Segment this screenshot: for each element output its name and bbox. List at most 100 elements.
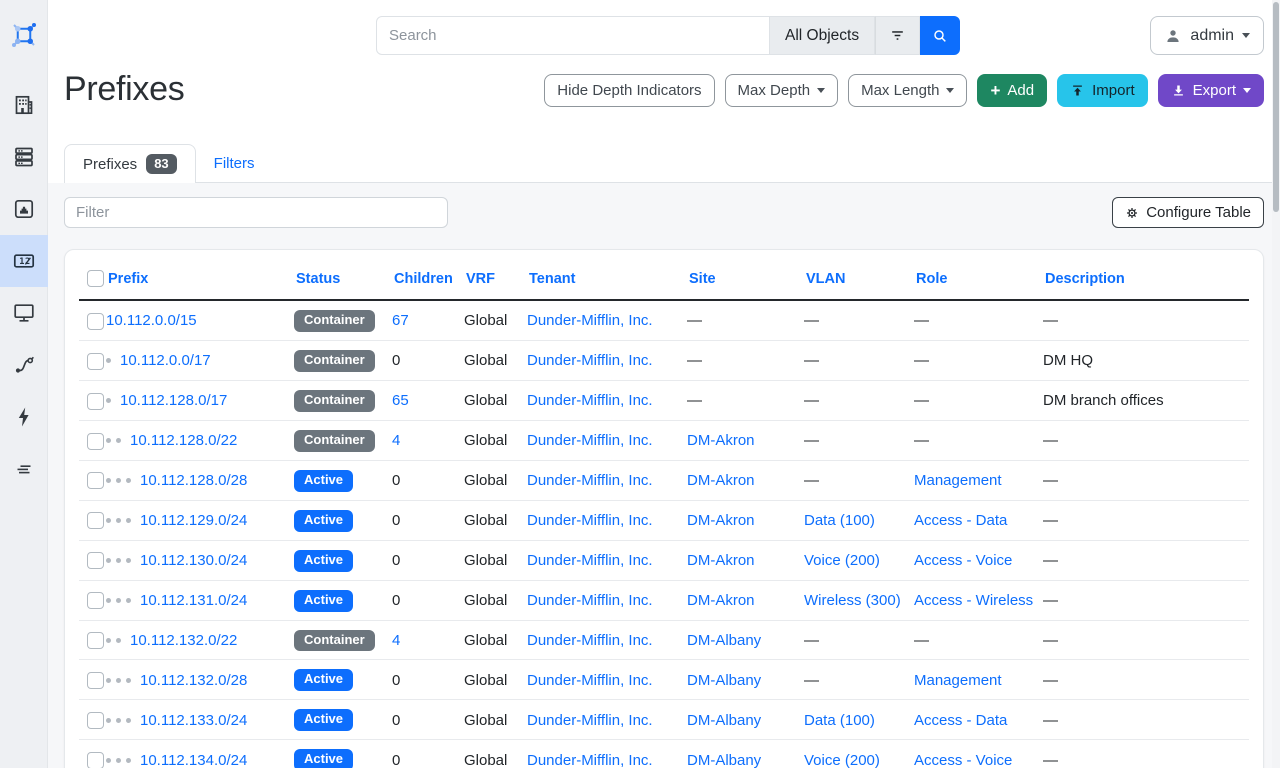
role-link[interactable]: Access - Voice xyxy=(914,751,1013,768)
hide-depth-indicators-button[interactable]: Hide Depth Indicators xyxy=(544,74,715,107)
role-link[interactable]: Management xyxy=(914,472,1002,490)
children-link[interactable]: 67 xyxy=(392,312,409,330)
scrollbar-thumb[interactable] xyxy=(1273,2,1279,212)
row-checkbox[interactable] xyxy=(87,712,104,730)
children-link[interactable]: 4 xyxy=(392,432,401,450)
prefix-link[interactable]: 10.112.128.0/22 xyxy=(130,432,238,450)
prefix-link[interactable]: 10.112.0.0/15 xyxy=(106,312,197,330)
max-length-dropdown[interactable]: Max Length xyxy=(848,74,968,107)
column-header-tenant-link[interactable]: Tenant xyxy=(529,270,576,287)
column-header-prefix[interactable]: Prefix xyxy=(106,258,294,301)
column-header-vrf-link[interactable]: VRF xyxy=(466,270,495,287)
tab-filters[interactable]: Filters xyxy=(196,144,273,183)
search-input[interactable] xyxy=(376,16,770,55)
prefix-link[interactable]: 10.112.133.0/24 xyxy=(140,711,248,729)
site-link[interactable]: DM-Akron xyxy=(687,472,755,490)
row-checkbox[interactable] xyxy=(87,512,104,530)
site-link[interactable]: DM-Albany xyxy=(687,631,762,649)
row-checkbox[interactable] xyxy=(87,392,104,410)
row-checkbox[interactable] xyxy=(87,552,104,570)
tenant-link[interactable]: Dunder-Mifflin, Inc. xyxy=(527,671,653,689)
column-header-status[interactable]: Status xyxy=(294,258,392,301)
vlan-link[interactable]: Voice (200) xyxy=(804,751,880,768)
children-link[interactable]: 65 xyxy=(392,392,409,410)
prefix-link[interactable]: 10.112.132.0/22 xyxy=(130,631,238,649)
site-link[interactable]: DM-Albany xyxy=(687,711,762,729)
row-checkbox[interactable] xyxy=(87,752,104,768)
sidebar-item-virtualization[interactable] xyxy=(0,287,48,339)
column-header-status-link[interactable]: Status xyxy=(296,270,341,287)
select-all-checkbox[interactable] xyxy=(87,270,104,287)
vlan-link[interactable]: Data (100) xyxy=(804,512,875,530)
row-checkbox[interactable] xyxy=(87,312,104,330)
column-header-vrf[interactable]: VRF xyxy=(464,258,527,301)
row-checkbox[interactable] xyxy=(87,592,104,610)
search-scope-button[interactable]: All Objects xyxy=(770,16,876,55)
site-link[interactable]: DM-Albany xyxy=(687,671,762,689)
site-link[interactable]: DM-Akron xyxy=(687,432,755,450)
prefix-link[interactable]: 10.112.128.0/17 xyxy=(120,392,228,410)
role-link[interactable]: Access - Wireless xyxy=(914,592,1034,610)
column-header-description-link[interactable]: Description xyxy=(1045,270,1125,287)
role-link[interactable]: Access - Data xyxy=(914,711,1008,729)
sidebar-item-organization[interactable] xyxy=(0,79,48,131)
search-submit-button[interactable] xyxy=(920,16,961,55)
row-checkbox[interactable] xyxy=(87,472,104,490)
prefix-link[interactable]: 10.112.134.0/24 xyxy=(140,751,248,768)
tenant-link[interactable]: Dunder-Mifflin, Inc. xyxy=(527,751,653,768)
prefix-link[interactable]: 10.112.0.0/17 xyxy=(120,352,211,370)
role-link[interactable]: Access - Voice xyxy=(914,552,1013,570)
netbox-logo[interactable] xyxy=(0,0,48,56)
user-menu-button[interactable]: admin xyxy=(1150,16,1264,55)
configure-table-button[interactable]: Configure Table xyxy=(1112,197,1264,228)
row-checkbox[interactable] xyxy=(87,632,104,650)
tenant-link[interactable]: Dunder-Mifflin, Inc. xyxy=(527,552,653,570)
sidebar-item-overlay[interactable] xyxy=(0,443,48,495)
tenant-link[interactable]: Dunder-Mifflin, Inc. xyxy=(527,352,653,370)
export-dropdown[interactable]: Export xyxy=(1157,74,1264,107)
tenant-link[interactable]: Dunder-Mifflin, Inc. xyxy=(527,312,653,330)
column-header-role[interactable]: Role xyxy=(914,258,1043,301)
column-header-tenant[interactable]: Tenant xyxy=(527,258,687,301)
row-checkbox[interactable] xyxy=(87,672,104,690)
sidebar-item-devices[interactable] xyxy=(0,131,48,183)
max-depth-dropdown[interactable]: Max Depth xyxy=(724,74,839,107)
role-link[interactable]: Management xyxy=(914,671,1002,689)
site-link[interactable]: DM-Albany xyxy=(687,751,762,768)
sidebar-item-power[interactable] xyxy=(0,391,48,443)
role-link[interactable]: Access - Data xyxy=(914,512,1008,530)
table-filter-input[interactable] xyxy=(64,197,448,228)
children-link[interactable]: 4 xyxy=(392,631,401,649)
site-link[interactable]: DM-Akron xyxy=(687,592,755,610)
prefix-link[interactable]: 10.112.132.0/28 xyxy=(140,671,248,689)
sidebar-item-connections[interactable] xyxy=(0,183,48,235)
column-header-role-link[interactable]: Role xyxy=(916,270,948,287)
row-checkbox[interactable] xyxy=(87,352,104,370)
site-link[interactable]: DM-Akron xyxy=(687,512,755,530)
row-checkbox[interactable] xyxy=(87,432,104,450)
column-header-description[interactable]: Description xyxy=(1043,258,1249,301)
prefix-link[interactable]: 10.112.131.0/24 xyxy=(140,592,248,610)
column-header-prefix-link[interactable]: Prefix xyxy=(108,270,149,287)
column-header-vlan-link[interactable]: VLAN xyxy=(806,270,846,287)
column-header-children[interactable]: Children xyxy=(392,258,464,301)
tenant-link[interactable]: Dunder-Mifflin, Inc. xyxy=(527,512,653,530)
vlan-link[interactable]: Voice (200) xyxy=(804,552,880,570)
prefix-link[interactable]: 10.112.128.0/28 xyxy=(140,472,248,490)
column-header-site[interactable]: Site xyxy=(687,258,804,301)
import-button[interactable]: Import xyxy=(1057,74,1148,107)
vlan-link[interactable]: Wireless (300) xyxy=(804,592,901,610)
column-header-site-link[interactable]: Site xyxy=(689,270,716,287)
tenant-link[interactable]: Dunder-Mifflin, Inc. xyxy=(527,631,653,649)
sidebar-item-circuits[interactable] xyxy=(0,339,48,391)
tenant-link[interactable]: Dunder-Mifflin, Inc. xyxy=(527,592,653,610)
add-button[interactable]: + Add xyxy=(977,74,1048,107)
vlan-link[interactable]: Data (100) xyxy=(804,711,875,729)
column-header-vlan[interactable]: VLAN xyxy=(804,258,914,301)
prefix-link[interactable]: 10.112.129.0/24 xyxy=(140,512,248,530)
tab-prefixes[interactable]: Prefixes 83 xyxy=(64,144,196,183)
tenant-link[interactable]: Dunder-Mifflin, Inc. xyxy=(527,432,653,450)
column-header-children-link[interactable]: Children xyxy=(394,270,453,287)
site-link[interactable]: DM-Akron xyxy=(687,552,755,570)
